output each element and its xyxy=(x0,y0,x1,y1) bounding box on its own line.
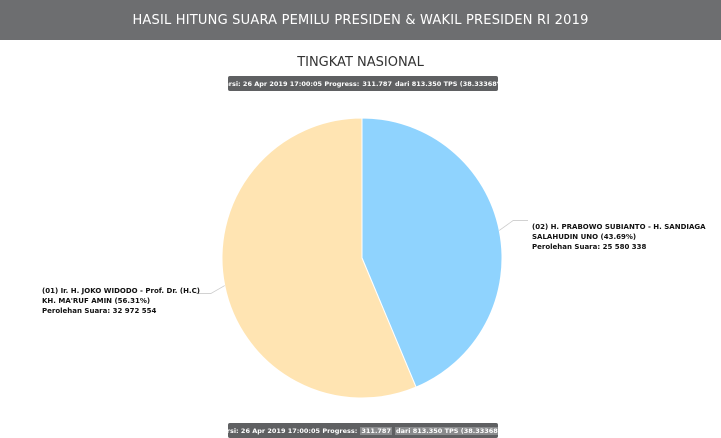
progress-rest-highlighted: dari 813.350 TPS (38.33368%) xyxy=(394,426,498,435)
slice-label-prabowo-line1: (02) H. PRABOWO SUBIANTO - H. SANDIAGA xyxy=(532,223,706,231)
slice-label-jokowi-line1: (01) Ir. H. JOKO WIDODO - Prof. Dr. (H.C… xyxy=(42,287,200,295)
pie-slice-prabowo[interactable] xyxy=(361,117,503,388)
pie-slice-jokowi[interactable] xyxy=(221,117,417,399)
slice-votes-jokowi: Perolehan Suara: 32 972 554 xyxy=(42,307,157,315)
version-badge-bottom: Versi: 26 Apr 2019 17:00:05 Progress: 31… xyxy=(228,423,498,438)
version-badge-top: Versi: 26 Apr 2019 17:00:05 Progress: 31… xyxy=(228,76,498,91)
page-title: HASIL HITUNG SUARA PEMILU PRESIDEN & WAK… xyxy=(132,12,589,28)
progress-rest: dari 813.350 TPS (38.33368%) xyxy=(394,79,498,88)
slice-label-prabowo-line2: SALAHUDIN UNO (43.69%) xyxy=(532,233,636,241)
version-prefix: Versi: 26 Apr 2019 17:00:05 Progress: xyxy=(228,426,358,435)
version-prefix: Versi: 26 Apr 2019 17:00:05 Progress: xyxy=(228,79,360,88)
connector-line-prabowo xyxy=(499,220,528,231)
connector-line-jokowi xyxy=(196,285,225,294)
progress-count: 311.787 xyxy=(362,79,392,88)
slice-label-jokowi-line2: KH. MA'RUF AMIN (56.31%) xyxy=(42,297,150,305)
slice-votes-prabowo: Perolehan Suara: 25 580 338 xyxy=(532,243,647,251)
page-header: HASIL HITUNG SUARA PEMILU PRESIDEN & WAK… xyxy=(0,0,721,40)
progress-count-highlighted: 311.787 xyxy=(360,426,392,435)
chart-title: TINGKAT NASIONAL xyxy=(297,55,424,70)
